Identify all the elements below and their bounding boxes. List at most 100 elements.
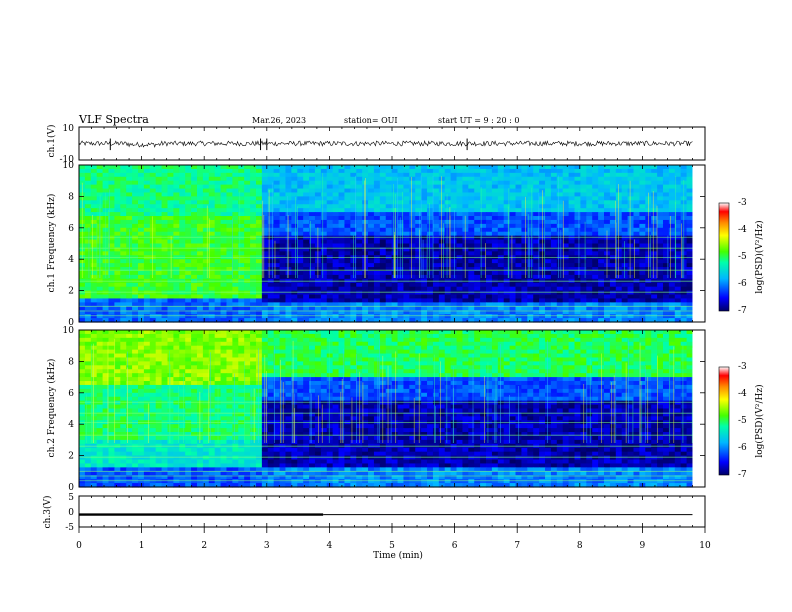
spectrogram-cell <box>562 341 570 347</box>
spectrogram-cell <box>96 188 104 194</box>
spectrogram-cell <box>468 306 475 311</box>
spectrogram-cell <box>562 274 570 280</box>
spectrogram-cell <box>521 282 528 288</box>
spectrogram-cell <box>191 333 198 339</box>
spectrogram-cell <box>509 330 517 335</box>
spectrogram-cell <box>604 318 611 323</box>
spectrogram-cell <box>568 259 576 264</box>
spectrogram-cell <box>214 270 222 276</box>
spectrogram-cell <box>527 286 534 292</box>
spectrogram-cell <box>279 192 287 197</box>
spectrogram-cell <box>120 235 127 241</box>
spectrogram-cell <box>90 216 98 221</box>
spectrogram-cell <box>161 294 169 300</box>
spectrogram-cell <box>90 294 98 300</box>
spectrogram-cell <box>309 239 316 245</box>
spectrogram-cell <box>556 247 564 252</box>
spectrogram-cell <box>497 168 505 174</box>
spectrogram-cell <box>609 345 617 351</box>
spectrogram-cell <box>244 274 251 280</box>
cb1-tick-7: -7 <box>738 306 747 316</box>
spectrogram-cell <box>314 302 322 307</box>
spectrogram-cell <box>273 286 281 292</box>
spectrogram-cell <box>208 180 216 186</box>
spectrogram-cell <box>403 204 410 209</box>
spectrogram-cell <box>385 290 393 296</box>
spectrogram-cell <box>674 345 682 351</box>
spectrogram-cell <box>515 259 523 264</box>
spectrogram-cell <box>580 310 587 315</box>
spectrogram-cell <box>527 259 534 264</box>
spectrogram-cell <box>615 337 623 343</box>
spectrogram-cell <box>550 231 558 237</box>
spectrogram-cell <box>568 212 576 217</box>
spectrogram-cell <box>255 282 263 288</box>
spectrogram-cell <box>137 192 145 197</box>
spectrogram-cell <box>438 290 446 296</box>
spectrogram-cell <box>397 188 405 194</box>
spectrogram-cell <box>598 349 605 355</box>
spectrogram-cell <box>468 349 475 355</box>
spectrogram-cell <box>114 227 121 233</box>
spectrogram-cell <box>155 310 163 315</box>
spectrogram-cell <box>114 267 121 272</box>
spectrogram-cell <box>132 345 139 351</box>
spectrogram-cell <box>244 188 251 194</box>
spectrogram-cell <box>84 204 92 209</box>
spectrogram-cell <box>403 306 410 311</box>
spectrogram-cell <box>615 188 623 194</box>
spectrogram-cell <box>368 314 375 319</box>
spectrogram-cell <box>244 251 251 256</box>
spectrogram-cell <box>291 274 298 280</box>
spectrogram-cell <box>291 219 298 225</box>
spectrogram-cell <box>102 341 110 347</box>
spectrogram-cell <box>574 263 581 268</box>
spectrogram-cell <box>373 337 381 343</box>
spectrogram-cell <box>179 216 186 221</box>
spectrogram-cell <box>480 267 487 272</box>
spectrogram-cell <box>137 172 145 178</box>
spectrogram-cell <box>326 180 334 186</box>
spectrogram-cell <box>609 310 617 315</box>
spectrogram-cell <box>674 306 682 311</box>
spectrogram-cell <box>132 306 139 311</box>
spectrogram-cell <box>497 231 505 237</box>
spectrogram-cell <box>214 212 222 217</box>
spectrogram-cell <box>161 239 169 245</box>
spectrogram-cell <box>255 243 263 249</box>
spectrogram-cell <box>574 294 581 300</box>
spectrogram-cell <box>556 196 564 201</box>
spectrogram-cell <box>149 239 157 245</box>
spectrogram-cell <box>674 212 682 217</box>
spectrogram-cell <box>338 270 346 276</box>
spectrogram-cell <box>403 219 410 225</box>
spectrogram-cell <box>185 243 192 249</box>
spectrogram-cell <box>202 337 210 343</box>
spectrogram-cell <box>568 231 576 237</box>
spectrogram-cell <box>344 204 351 209</box>
spectrogram-cell <box>409 192 416 197</box>
spectrogram-cell <box>132 259 139 264</box>
spectrogram-cell <box>250 176 257 182</box>
spectrogram-cell <box>373 227 381 233</box>
spectrogram-cell <box>486 239 493 245</box>
spectrogram-cell <box>639 341 646 347</box>
spectrogram-cell <box>598 270 605 276</box>
spectrogram-cell <box>137 337 145 343</box>
spectrogram-cell <box>250 345 257 351</box>
spectrogram-cell <box>621 330 629 335</box>
spectrogram-cell <box>303 204 310 209</box>
spectrogram-cell <box>320 314 328 319</box>
spectrogram-cell <box>657 216 664 221</box>
spectrogram-cell <box>385 235 393 241</box>
spectrogram-cell <box>491 168 499 174</box>
spectrogram-cell <box>202 196 210 201</box>
spectrogram-cell <box>686 223 694 229</box>
spectrogram-cell <box>261 349 269 355</box>
spectrogram-cell <box>244 306 251 311</box>
spectrogram-cell <box>556 310 564 315</box>
spectrogram-cell <box>385 270 393 276</box>
spectrogram-cell <box>285 208 292 213</box>
spectrogram-cell <box>226 274 233 280</box>
spectrogram-cell <box>633 298 640 303</box>
